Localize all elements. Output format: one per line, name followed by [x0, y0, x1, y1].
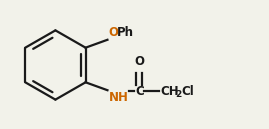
Text: O: O — [108, 26, 118, 39]
Text: Cl: Cl — [181, 85, 194, 98]
Text: Ph: Ph — [116, 26, 133, 39]
Text: CH: CH — [160, 85, 179, 98]
Text: NH: NH — [108, 91, 128, 104]
Text: O: O — [134, 55, 144, 68]
Text: C: C — [135, 85, 144, 98]
Text: 2: 2 — [175, 90, 181, 99]
